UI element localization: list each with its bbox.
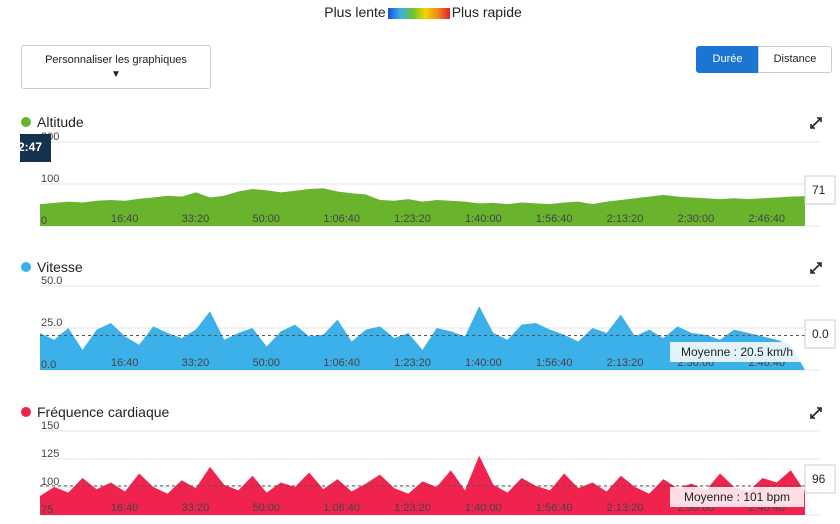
x-tick-label: 1:56:40 (536, 357, 573, 369)
x-tick-label: 1:40:00 (465, 502, 502, 514)
cursor-value: 0.0 (812, 327, 829, 341)
speed-legend: Plus lente Plus rapide (0, 4, 840, 20)
area (40, 455, 805, 515)
x-tick-label: 1:06:40 (323, 502, 360, 514)
x-tick-label: 1:56:40 (536, 502, 573, 514)
cursor-value-box (804, 464, 836, 494)
expand-icon[interactable] (810, 262, 822, 274)
chart-title: Vitesse (37, 259, 83, 275)
y-tick-label: 0.0 (41, 359, 56, 371)
y-tick-label: 125 (41, 448, 59, 460)
x-tick-label: 50:00 (253, 502, 281, 514)
x-tick-label: 1:40:00 (465, 357, 502, 369)
average-label: Moyenne : 20.5 km/h (681, 345, 793, 359)
x-tick-label: 1:06:40 (323, 213, 360, 225)
legend-dot (21, 262, 31, 272)
x-tick-label: 16:40 (111, 213, 139, 225)
x-tick-label: 16:40 (111, 357, 139, 369)
expand-arrows (810, 117, 822, 129)
expand-icon[interactable] (810, 407, 822, 419)
chart-title: Fréquence cardiaque (37, 404, 170, 420)
legend-dot (21, 407, 31, 417)
x-tick-label: 1:23:20 (394, 213, 431, 225)
y-tick-label: 75 (41, 504, 53, 516)
area (40, 306, 805, 370)
x-tick-label: 50:00 (253, 357, 281, 369)
customize-button[interactable]: Personnaliser les graphiques ▼ (21, 45, 211, 89)
x-tick-label: 2:13:20 (607, 357, 644, 369)
y-tick-label: 150 (41, 420, 59, 432)
cursor-time: 2:47 (18, 140, 42, 154)
dropdown-arrow: ▼ (111, 69, 121, 80)
distance-toggle[interactable]: Distance (758, 46, 832, 73)
slow-label: Plus lente (324, 4, 386, 20)
speed-gradient (387, 7, 450, 19)
x-tick-label: 2:46:40 (748, 213, 785, 225)
expand-arrows (810, 262, 822, 274)
x-tick-label: 33:20 (182, 357, 210, 369)
x-tick-label: 2:13:20 (607, 213, 644, 225)
area (40, 188, 805, 226)
average-box (670, 487, 804, 507)
cursor-value-box (804, 175, 836, 205)
y-tick-label: 100 (41, 173, 59, 185)
customize-label: Personnaliser les graphiques (45, 54, 187, 66)
x-tick-label: 1:23:20 (394, 357, 431, 369)
y-tick-label: 50.0 (41, 275, 62, 287)
y-tick-label: 100 (41, 476, 59, 488)
cursor-value-box (804, 319, 836, 349)
chart-title: Altitude (37, 114, 84, 130)
x-tick-label: 1:56:40 (536, 213, 573, 225)
x-tick-label: 2:30:00 (678, 213, 715, 225)
x-tick-label: 33:20 (182, 213, 210, 225)
x-tick-label: 2:13:20 (607, 502, 644, 514)
cursor-value: 96 (812, 472, 826, 486)
average-box (670, 342, 804, 362)
x-tick-label: 1:23:20 (394, 502, 431, 514)
x-tick-label: 1:40:00 (465, 213, 502, 225)
cursor-value: 71 (812, 183, 826, 197)
expand-arrows (810, 407, 822, 419)
x-tick-label: 16:40 (111, 502, 139, 514)
y-tick-label: 0 (41, 215, 47, 227)
average-label: Moyenne : 101 bpm (684, 490, 790, 504)
x-tick-label: 50:00 (253, 213, 281, 225)
x-tick-label: 33:20 (182, 502, 210, 514)
y-tick-label: 25.0 (41, 317, 62, 329)
legend-dot (21, 117, 31, 127)
x-tick-label: 1:06:40 (323, 357, 360, 369)
cursor-time-box (20, 134, 51, 162)
fast-label: Plus rapide (451, 4, 522, 20)
expand-icon[interactable] (810, 117, 822, 129)
